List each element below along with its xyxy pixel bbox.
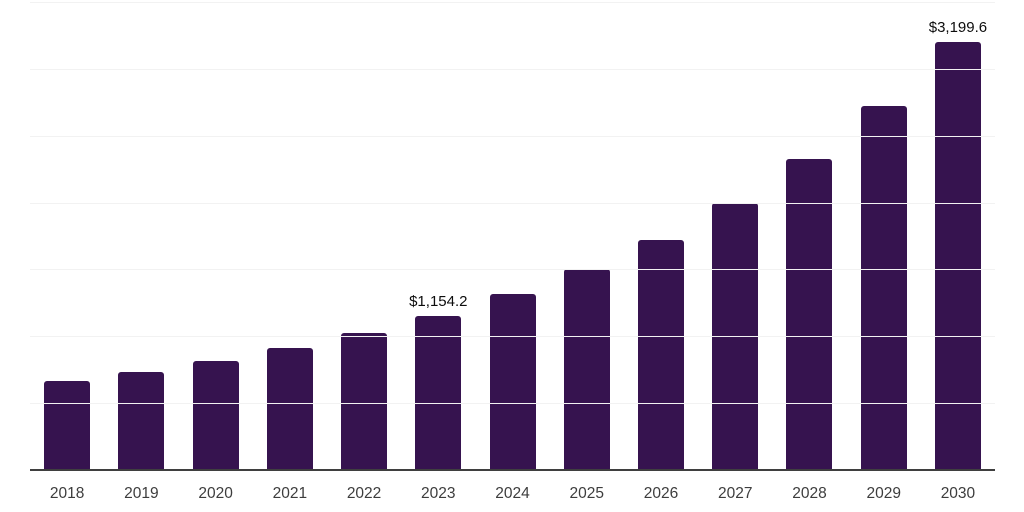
x-tick-label-2026: 2026 (643, 485, 679, 502)
bar-slot-2026 (624, 2, 698, 470)
bar-slot-2025 (550, 2, 624, 470)
x-tick-label-2021: 2021 (272, 485, 308, 502)
x-axis-line (30, 469, 995, 471)
bar-2020 (192, 361, 239, 470)
gridline (30, 336, 995, 338)
bar-2026 (637, 240, 684, 470)
bar-value-label-2023: $1,154.2 (409, 293, 468, 310)
bar-2019 (118, 372, 165, 470)
bar-slot-2022 (327, 2, 401, 470)
bar-2024 (489, 294, 536, 470)
bar-value-label-2030: $3,199.6 (928, 19, 988, 36)
x-tick-label-2022: 2022 (346, 485, 382, 502)
x-tick-label-2030: 2030 (940, 485, 976, 502)
x-tick-label-2020: 2020 (198, 485, 233, 502)
x-axis-tick-labels: 2018 2019 2020 2021 2022 2023 2024 2025 2026 2027… (30, 484, 995, 504)
x-tick-label-2029: 2029 (866, 485, 901, 502)
x-tick-label-2025: 2025 (569, 485, 604, 502)
bar-2021 (266, 348, 313, 470)
gridline (30, 202, 995, 204)
x-tick-label-2028: 2028 (792, 485, 827, 502)
bar-slot-2024 (475, 2, 549, 470)
x-tick-label-2023: 2023 (421, 485, 456, 502)
gridline (30, 269, 995, 271)
gridline (30, 403, 995, 405)
gridline (30, 68, 995, 70)
bar-2028 (786, 159, 833, 470)
bar-slot-2030: $3,199.6 (921, 2, 995, 470)
bar-2029 (860, 106, 907, 470)
bar-slot-2020 (178, 2, 252, 470)
plot-area: $1,154.2 $3,199.6 (30, 2, 995, 470)
bars-row: $1,154.2 $3,199.6 (30, 2, 995, 470)
bar-slot-2019 (104, 2, 178, 470)
x-tick-label-2019: 2019 (124, 485, 159, 502)
gridline (30, 135, 995, 137)
bar-slot-2018 (30, 2, 104, 470)
bar-slot-2028 (772, 2, 846, 470)
bar-slot-2023: $1,154.2 (401, 2, 475, 470)
x-tick-label-2024: 2024 (495, 485, 530, 502)
bar-slot-2029 (847, 2, 921, 470)
bar-2018 (44, 381, 91, 470)
bar-2025 (563, 269, 610, 470)
x-tick-label-2018: 2018 (49, 485, 85, 502)
bar-2030 (934, 42, 981, 470)
bar-slot-2021 (253, 2, 327, 470)
x-tick-label-2027: 2027 (717, 485, 753, 502)
bar-2022 (341, 333, 388, 470)
gridline (30, 2, 995, 3)
bar-2023 (415, 316, 462, 470)
bar-slot-2027 (698, 2, 772, 470)
